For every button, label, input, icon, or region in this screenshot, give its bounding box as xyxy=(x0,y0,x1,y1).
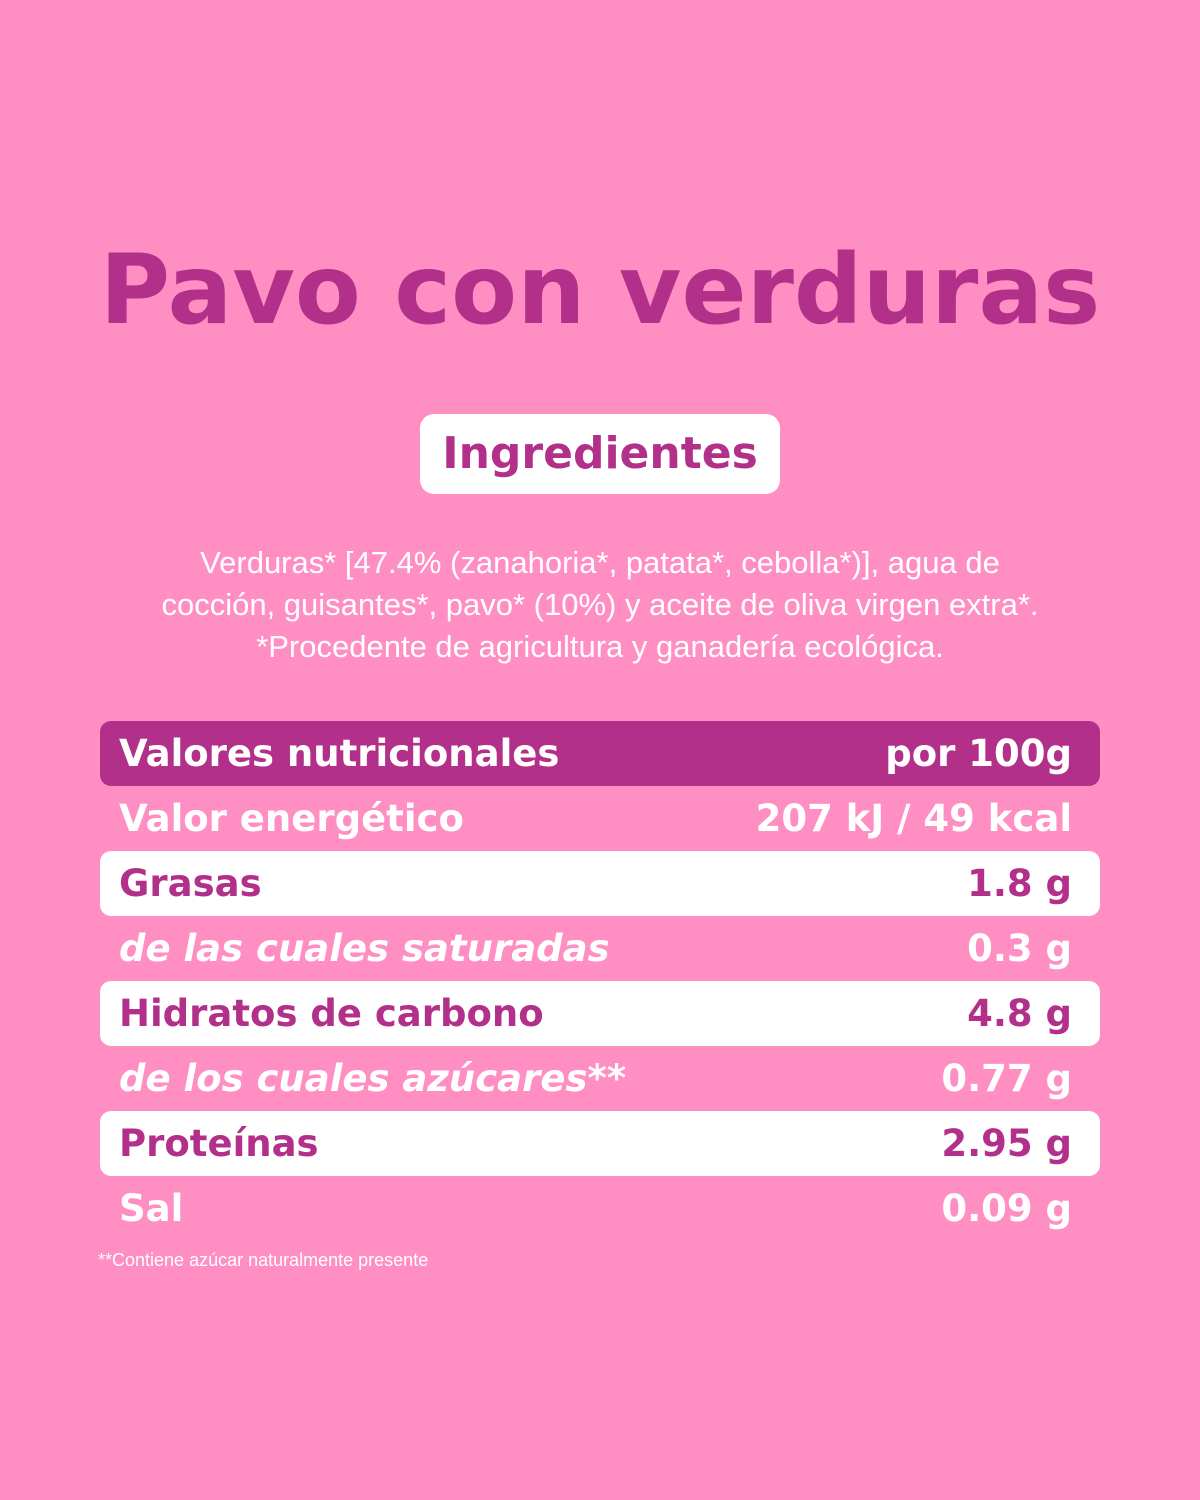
nutrition-row-label: Hidratos de carbono xyxy=(119,992,544,1035)
ingredients-text: Verduras* [47.4% (zanahoria*, patata*, c… xyxy=(80,542,1120,668)
nutrition-row-value: 207 kJ / 49 kcal xyxy=(755,797,1072,840)
nutrition-row-label: Valor energético xyxy=(119,797,464,840)
product-title: Pavo con verduras xyxy=(99,234,1101,346)
nutrition-table-header: Valores nutricionales por 100g xyxy=(100,721,1100,786)
nutrition-row-sugars: de los cuales azúcares** 0.77 g xyxy=(100,1046,1100,1111)
nutrition-row-value: 0.3 g xyxy=(967,927,1072,970)
nutrition-row-protein: Proteínas 2.95 g xyxy=(100,1111,1100,1176)
nutrition-header-label: Valores nutricionales xyxy=(119,732,560,775)
nutrition-header-value: por 100g xyxy=(885,732,1072,775)
nutrition-row-saturated: de las cuales saturadas 0.3 g xyxy=(100,916,1100,981)
ingredients-line: cocción, guisantes*, pavo* (10%) y aceit… xyxy=(161,587,1039,622)
nutrition-row-energy: Valor energético 207 kJ / 49 kcal xyxy=(100,786,1100,851)
nutrition-row-value: 2.95 g xyxy=(941,1122,1072,1165)
nutrition-row-fat: Grasas 1.8 g xyxy=(100,851,1100,916)
ingredients-line: *Procedente de agricultura y ganadería e… xyxy=(256,629,944,664)
nutrition-row-label: Sal xyxy=(119,1187,184,1230)
nutrition-row-value: 0.09 g xyxy=(941,1187,1072,1230)
nutrition-row-value: 0.77 g xyxy=(941,1057,1072,1100)
nutrition-row-label: de las cuales saturadas xyxy=(119,927,610,970)
nutrition-row-carbs: Hidratos de carbono 4.8 g xyxy=(100,981,1100,1046)
nutrition-row-salt: Sal 0.09 g xyxy=(100,1176,1100,1241)
sugar-footnote: **Contiene azúcar naturalmente presente xyxy=(98,1250,429,1270)
nutrition-row-label: de los cuales azúcares** xyxy=(119,1057,627,1100)
nutrition-row-label: Grasas xyxy=(119,862,262,905)
nutrition-row-value: 4.8 g xyxy=(967,992,1072,1035)
ingredients-heading: Ingredientes xyxy=(442,428,758,479)
ingredients-line: Verduras* [47.4% (zanahoria*, patata*, c… xyxy=(200,545,1000,580)
ingredients-heading-badge: Ingredientes xyxy=(420,414,780,494)
nutrition-table: Valores nutricionales por 100g Valor ene… xyxy=(100,721,1100,1241)
nutrition-row-value: 1.8 g xyxy=(967,862,1072,905)
nutrition-row-label: Proteínas xyxy=(119,1122,319,1165)
